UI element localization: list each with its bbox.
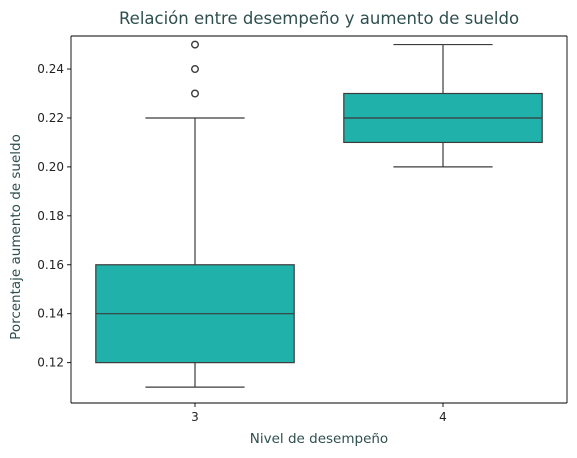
y-axis-label: Porcentaje aumento de sueldo xyxy=(8,134,24,340)
y-tick-label: 0.12 xyxy=(37,356,64,370)
y-tick-label: 0.18 xyxy=(37,209,64,223)
outlier-cat-3-2 xyxy=(190,65,199,74)
outlier-cat-3-1 xyxy=(190,89,199,98)
y-tick-label: 0.24 xyxy=(37,62,64,76)
x-tick-label: 4 xyxy=(439,410,447,424)
y-tick-label: 0.14 xyxy=(37,307,64,321)
x-tick-label: 3 xyxy=(191,410,199,424)
chart-title: Relación entre desempeño y aumento de su… xyxy=(119,9,519,28)
x-axis-label: Nivel de desempeño xyxy=(250,431,388,447)
y-tick-label: 0.22 xyxy=(37,111,64,125)
plot-area: 0.12 0.14 0.16 0.18 0.20 0.22 0.24 3 4 xyxy=(37,35,568,424)
y-tick-label: 0.20 xyxy=(37,160,64,174)
outlier-cat-3-3 xyxy=(190,40,199,49)
y-tick-label: 0.16 xyxy=(37,258,64,272)
